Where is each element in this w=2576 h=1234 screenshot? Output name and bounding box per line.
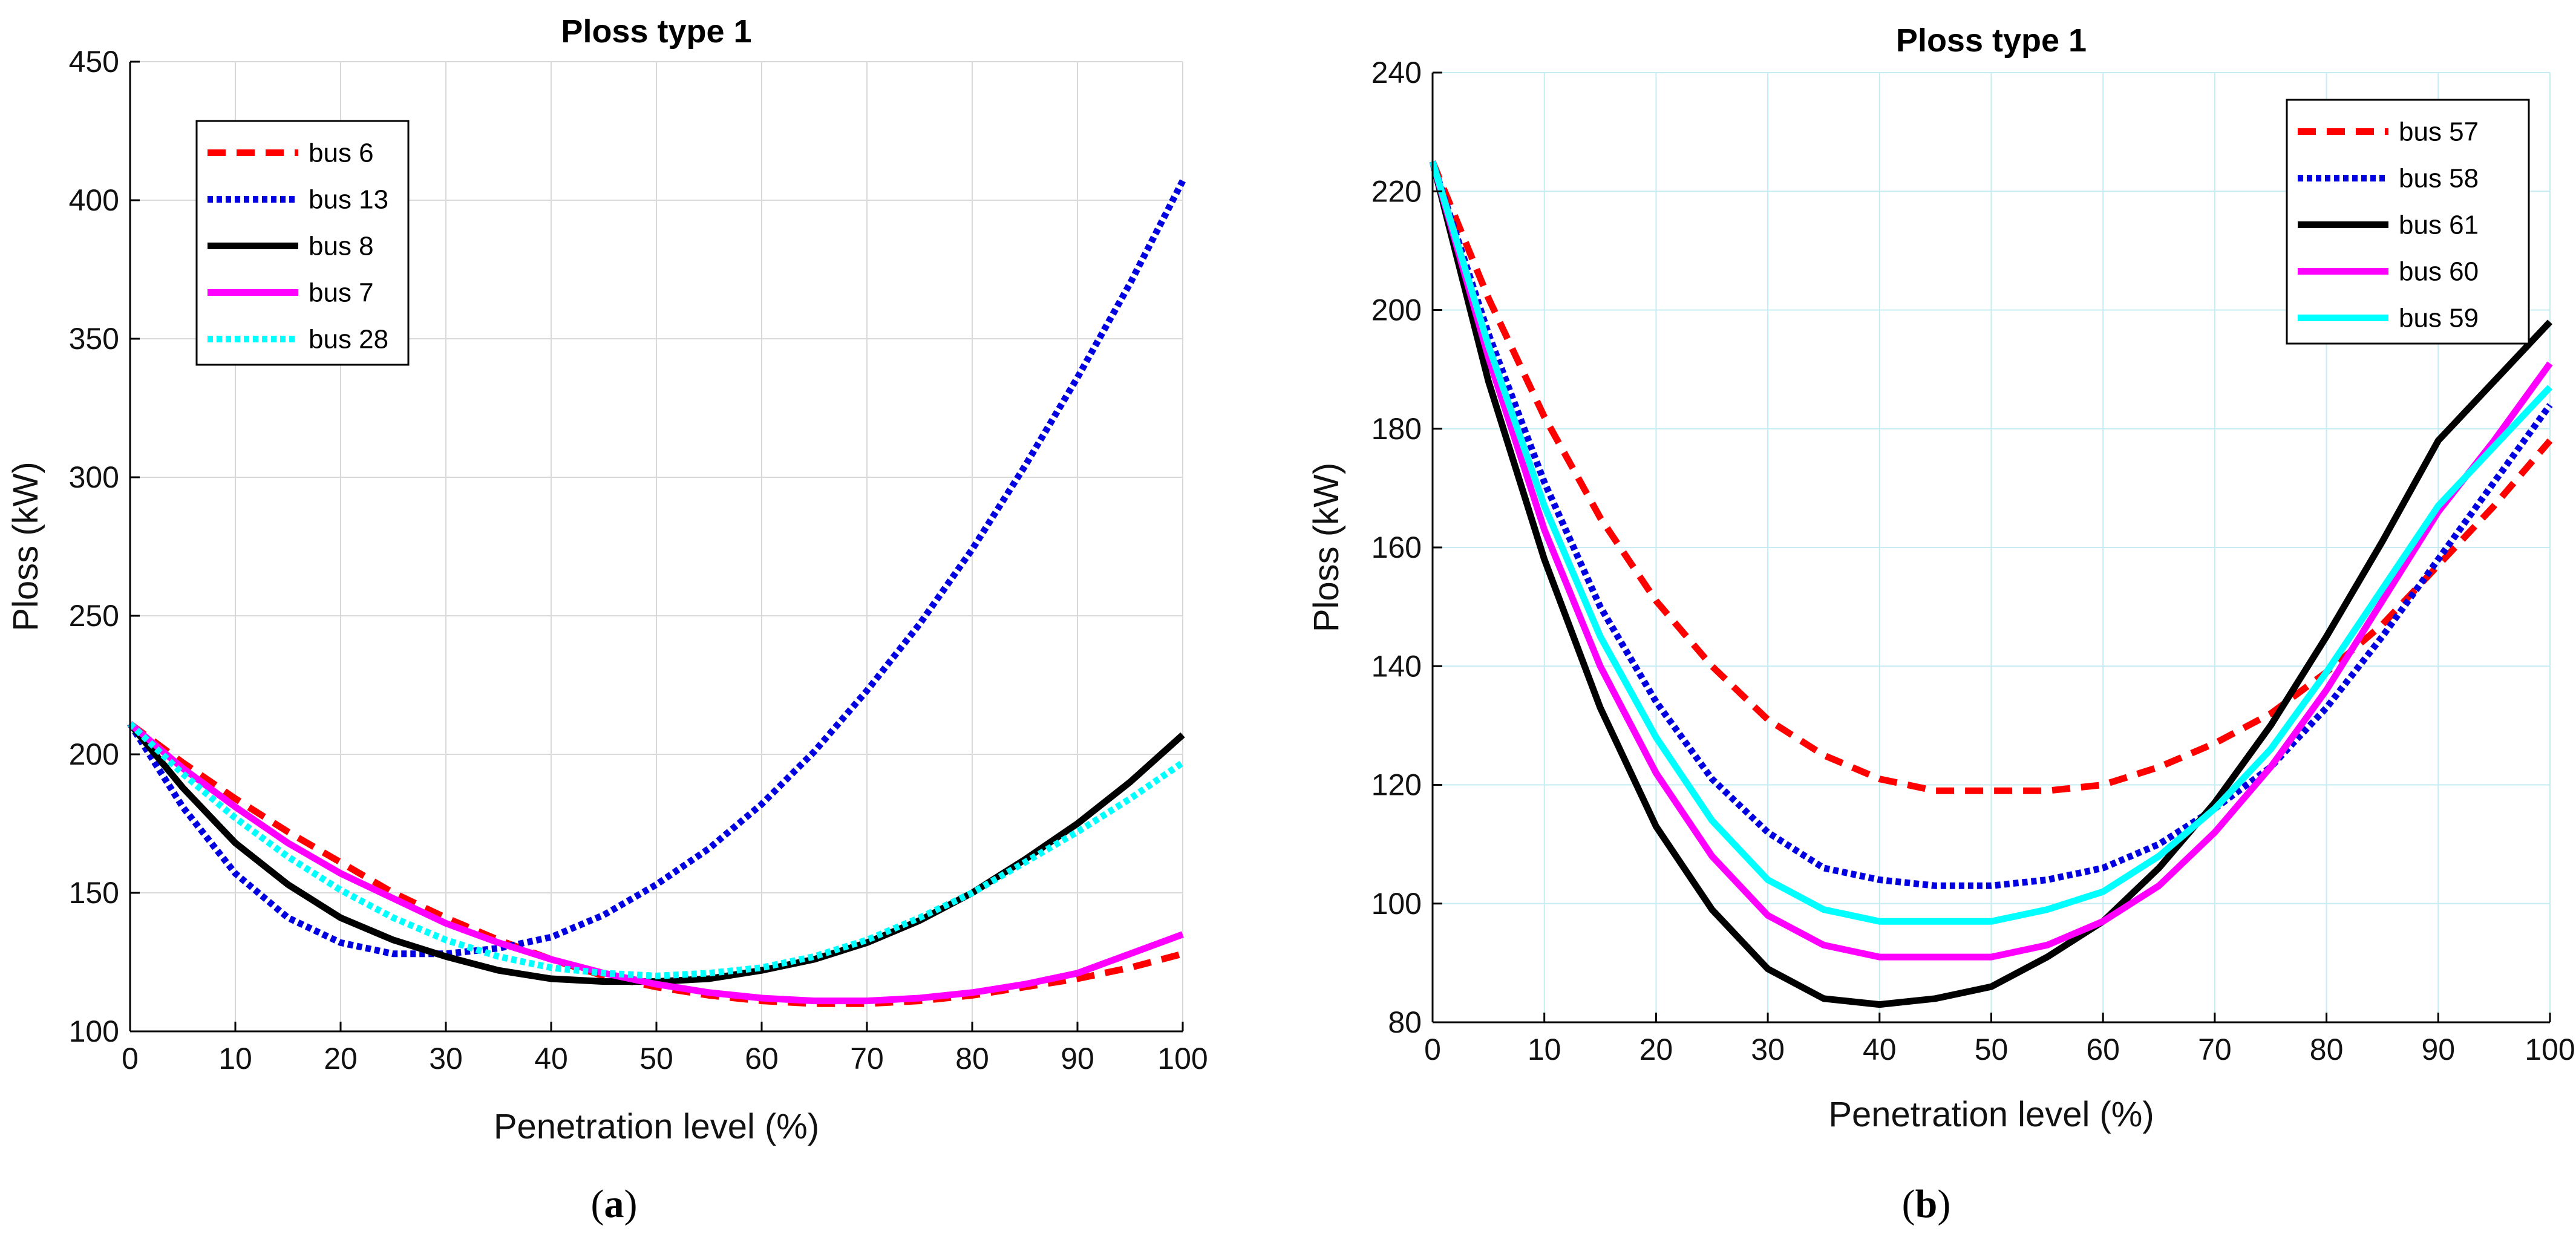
legend-label: bus 60 — [2399, 257, 2479, 287]
y-tick-label: 220 — [1371, 174, 1422, 208]
y-tick-label: 160 — [1371, 530, 1422, 564]
x-tick-label: 50 — [639, 1042, 673, 1076]
series-line-bus-58 — [1429, 160, 2553, 889]
x-tick-label: 90 — [1061, 1042, 1094, 1076]
panel-label-close: ) — [624, 1182, 638, 1226]
series-line-bus-28 — [128, 721, 1185, 979]
y-tick-label: 450 — [69, 45, 119, 79]
x-tick-label: 10 — [218, 1042, 252, 1076]
series-line-bus-59 — [1429, 160, 2553, 925]
y-tick-label: 240 — [1371, 56, 1422, 90]
x-tick-label: 10 — [1528, 1033, 1561, 1066]
series-line-bus-61 — [1429, 160, 2553, 1008]
series-line-bus-57 — [1429, 160, 2553, 794]
y-tick-label: 100 — [1371, 887, 1422, 921]
y-tick-label: 100 — [69, 1014, 119, 1048]
legend-label: bus 13 — [309, 185, 388, 215]
series-line-bus-60 — [1429, 160, 2553, 961]
x-tick-label: 20 — [324, 1042, 358, 1076]
legend-label: bus 57 — [2399, 117, 2479, 147]
x-tick-label: 0 — [122, 1042, 139, 1076]
panel-label-open: ( — [591, 1182, 604, 1226]
y-tick-label: 200 — [69, 737, 119, 771]
x-tick-label: 90 — [2421, 1033, 2455, 1066]
legend-label: bus 7 — [309, 278, 374, 308]
chart-b: 0 10 20 30 40 50 60 70 80 90 100 80 100 120 140 160 180 2… — [1307, 22, 2575, 1226]
x-tick-label: 60 — [2086, 1033, 2120, 1066]
y-axis-label: Ploss (kW) — [1307, 463, 1346, 632]
panel-label-close: ) — [1937, 1182, 1950, 1226]
y-tick-label: 140 — [1371, 649, 1422, 683]
x-tick-label: 70 — [850, 1042, 884, 1076]
y-tick-label: 200 — [1371, 293, 1422, 327]
x-tick-label: 50 — [1975, 1033, 2009, 1066]
panel-label-letter: a — [604, 1182, 624, 1226]
y-tick-label: 400 — [69, 183, 119, 217]
x-tick-label: 30 — [429, 1042, 463, 1076]
legend-label: bus 8 — [309, 232, 374, 261]
x-tick-label: 40 — [534, 1042, 568, 1076]
y-axis-label: Ploss (kW) — [6, 462, 45, 631]
x-tick-label: 70 — [2198, 1033, 2232, 1066]
x-tick-label: 100 — [1157, 1042, 1208, 1076]
y-tick-label: 350 — [69, 322, 119, 356]
legend-label: bus 28 — [309, 325, 388, 354]
x-axis-label: Penetration level (%) — [1828, 1095, 2154, 1134]
x-tick-label: 100 — [2525, 1033, 2575, 1066]
y-tick-label: 80 — [1388, 1005, 1422, 1039]
series-line-bus-13 — [127, 179, 1186, 958]
y-tick-label: 300 — [69, 460, 119, 494]
chart-a: 0 10 20 30 40 50 60 70 80 90 100 100 150 200 250 300 350… — [6, 13, 1208, 1226]
y-tick-label: 120 — [1371, 768, 1422, 802]
legend-label: bus 61 — [2399, 211, 2479, 240]
y-tick-label: 250 — [69, 599, 119, 633]
x-axis-label: Penetration level (%) — [494, 1107, 819, 1146]
chart-title: Ploss type 1 — [561, 13, 751, 50]
legend-label: bus 59 — [2399, 304, 2479, 333]
legend-label: bus 6 — [309, 139, 374, 168]
x-tick-label: 20 — [1639, 1033, 1673, 1066]
x-tick-label: 80 — [2310, 1033, 2344, 1066]
x-tick-label: 30 — [1751, 1033, 1785, 1066]
y-tick-label: 150 — [69, 876, 119, 910]
x-tick-label: 60 — [745, 1042, 779, 1076]
x-tick-label: 80 — [955, 1042, 989, 1076]
panel-label-b: (b) — [1902, 1182, 1951, 1226]
x-tick-label: 0 — [1424, 1033, 1441, 1066]
series-line-bus-7 — [128, 721, 1184, 1005]
panel-label-letter: b — [1915, 1182, 1938, 1226]
legend-label: bus 58 — [2399, 164, 2479, 194]
chart-title: Ploss type 1 — [1896, 22, 2087, 59]
panel-label-open: ( — [1902, 1182, 1915, 1226]
x-tick-label: 40 — [1863, 1033, 1897, 1066]
y-tick-label: 180 — [1371, 412, 1422, 446]
panel-label-a: (a) — [591, 1182, 638, 1226]
